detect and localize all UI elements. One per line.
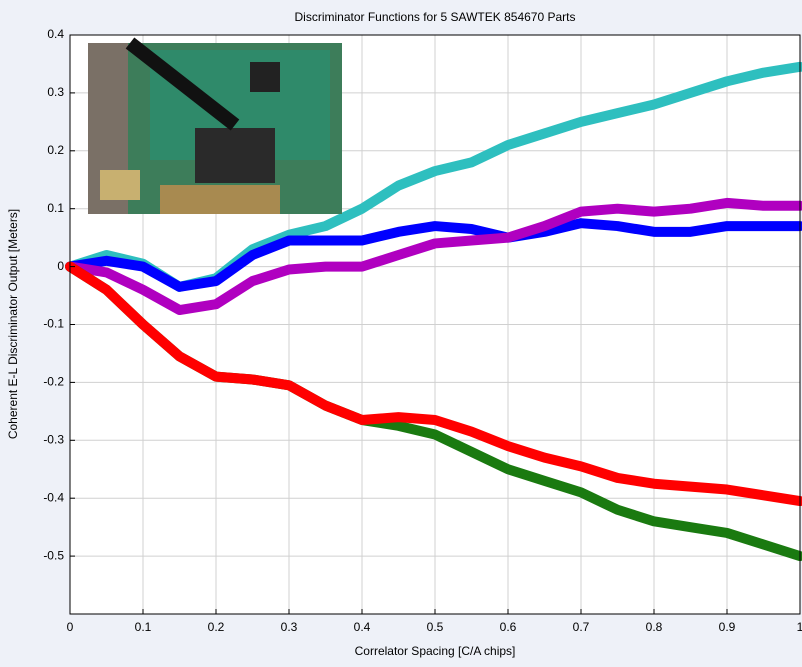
y-tick-label: 0.4	[47, 27, 64, 41]
y-tick-label: -0.1	[43, 317, 64, 331]
y-tick-label: -0.4	[43, 490, 64, 504]
series-line	[65, 261, 802, 507]
inset-photo	[88, 37, 342, 214]
x-tick-label: 0.4	[354, 620, 371, 634]
y-tick-label: -0.2	[43, 375, 64, 389]
x-tick-label: 1	[797, 620, 802, 634]
x-tick-label: 0.3	[281, 620, 298, 634]
x-tick-label: 0.1	[135, 620, 152, 634]
y-tick-label: -0.5	[43, 548, 64, 562]
x-tick-label: 0.6	[500, 620, 517, 634]
y-tick-label: 0.3	[47, 85, 64, 99]
x-tick-label: 0.2	[208, 620, 225, 634]
x-tick-label: 0.5	[427, 620, 444, 634]
y-tick-label: 0	[57, 259, 64, 273]
chart-title: Discriminator Functions for 5 SAWTEK 854…	[295, 10, 576, 24]
y-tick-label: 0.2	[47, 143, 64, 157]
x-tick-label: 0.7	[573, 620, 590, 634]
y-tick-label: -0.3	[43, 432, 64, 446]
x-tick-label: 0.9	[719, 620, 736, 634]
lines	[65, 61, 802, 562]
series-line	[65, 218, 802, 292]
x-tick-label: 0	[67, 620, 74, 634]
y-axis-label: Coherent E-L Discriminator Output [Meter…	[6, 209, 20, 439]
x-tick-label: 0.8	[646, 620, 663, 634]
y-tick-label: 0.1	[47, 201, 64, 215]
x-axis-label: Correlator Spacing [C/A chips]	[355, 644, 516, 658]
series-line	[65, 197, 802, 316]
